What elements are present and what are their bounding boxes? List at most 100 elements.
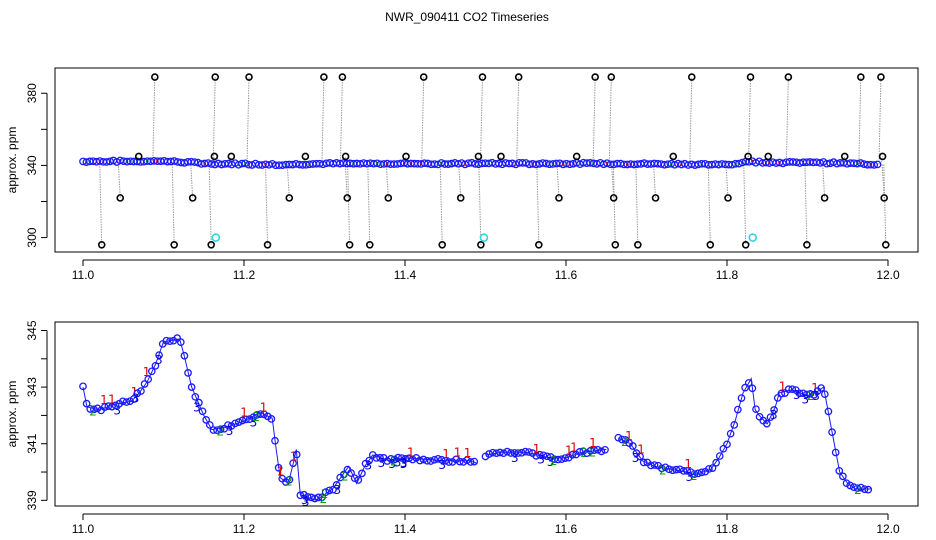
trace-point [184, 369, 192, 377]
trace-point [507, 449, 515, 457]
trace-point [679, 467, 688, 475]
trace-point [387, 455, 395, 463]
trace-point [741, 383, 749, 392]
trace-point-label: 1 [240, 405, 248, 419]
x-tick-label: 11.0 [72, 522, 95, 536]
trace-point [238, 416, 247, 425]
outlier-point [245, 73, 253, 81]
drop-line [635, 163, 639, 245]
trace-point [839, 472, 847, 481]
trace-point [296, 491, 305, 500]
trace-point-label: 2 [321, 487, 329, 501]
outlier-point [188, 194, 197, 202]
trace-point [271, 436, 279, 445]
trace-point [708, 464, 717, 472]
trace-point [372, 454, 381, 462]
outlier-point [651, 194, 660, 202]
trace-point-label: 2 [252, 410, 260, 424]
trace-point-label: 2 [690, 469, 698, 483]
trace-point [514, 449, 522, 457]
trace-point [762, 419, 771, 428]
trace-point [111, 401, 120, 410]
outlier-point [497, 152, 505, 161]
trace-point [318, 493, 326, 502]
outlier-point [555, 194, 563, 202]
trace-point [590, 446, 599, 455]
outlier-point [211, 73, 220, 81]
outlier-point [840, 152, 849, 161]
x-tick-label: 11.2 [233, 268, 256, 282]
trace-point [694, 469, 702, 478]
drop-line [339, 77, 343, 164]
trace-point [419, 455, 428, 464]
trace-point [187, 383, 196, 391]
trace-point [274, 463, 283, 472]
trace-point-label: 2 [550, 454, 558, 468]
trace-point-label: 1 [277, 465, 285, 479]
trace-point [755, 412, 764, 421]
outlier-point [634, 240, 642, 249]
trace-point [256, 410, 265, 418]
trace-point [554, 455, 562, 464]
trace-point [535, 450, 544, 459]
trace-point [820, 390, 829, 399]
trace-point [245, 415, 254, 424]
trace-point-label: 3 [333, 483, 341, 497]
trace-point-label: 2 [621, 435, 629, 449]
trace-point [408, 455, 417, 464]
drop-line [653, 163, 657, 198]
trace-point [108, 402, 116, 411]
outlier-point [611, 240, 620, 249]
y-tick-label: 339 [25, 490, 39, 510]
trace-point [510, 449, 519, 457]
outlier-point [263, 240, 272, 249]
top-data-points [79, 73, 890, 249]
trace-point [354, 476, 363, 484]
trace-point-label: 3 [113, 403, 121, 417]
trace-point [430, 455, 439, 464]
bottom-plot-frame [54, 321, 919, 507]
trace-point [521, 447, 530, 456]
trace-point [347, 469, 355, 477]
trace-point [321, 488, 330, 496]
bottom-y-axis-label: approx. ppm [5, 381, 19, 448]
trace-point [499, 449, 508, 458]
drop-line [439, 163, 443, 245]
trace-point [358, 469, 366, 478]
outlier-point [572, 152, 581, 161]
trace-point-label: 2 [390, 454, 398, 468]
trace-point [441, 456, 450, 465]
trace-point [151, 361, 160, 370]
trace-point-label: 3 [438, 458, 446, 472]
trace-point-label: 3 [400, 457, 408, 471]
outlier-point [514, 73, 523, 81]
trace-point [365, 456, 374, 465]
trace-point [723, 440, 731, 449]
drop-line [367, 163, 371, 245]
trace-point [162, 336, 171, 345]
x-tick-label: 11.4 [394, 268, 417, 282]
trace-point [770, 406, 778, 414]
trace-point [715, 452, 724, 460]
drop-line [611, 163, 615, 198]
trace-point [586, 446, 595, 455]
outlier-point [384, 194, 393, 202]
outlier-point [877, 73, 885, 81]
drop-line [822, 162, 826, 198]
outlier-point [402, 152, 410, 161]
trace-point [267, 415, 276, 423]
baseline-point [251, 159, 260, 168]
top-plot-frame [54, 67, 919, 253]
trace-point [539, 451, 548, 460]
trace-point [176, 338, 185, 346]
trace-point-label: 1 [565, 444, 573, 458]
trace-point [253, 411, 261, 419]
outlier-point [741, 240, 750, 249]
outlier-point [784, 73, 793, 81]
trace-point [205, 421, 214, 429]
outlier-point [609, 194, 618, 202]
trace-point [802, 390, 811, 399]
chart-title: NWR_090411 CO2 Timeseries [385, 10, 549, 24]
outlier-point [227, 152, 236, 161]
